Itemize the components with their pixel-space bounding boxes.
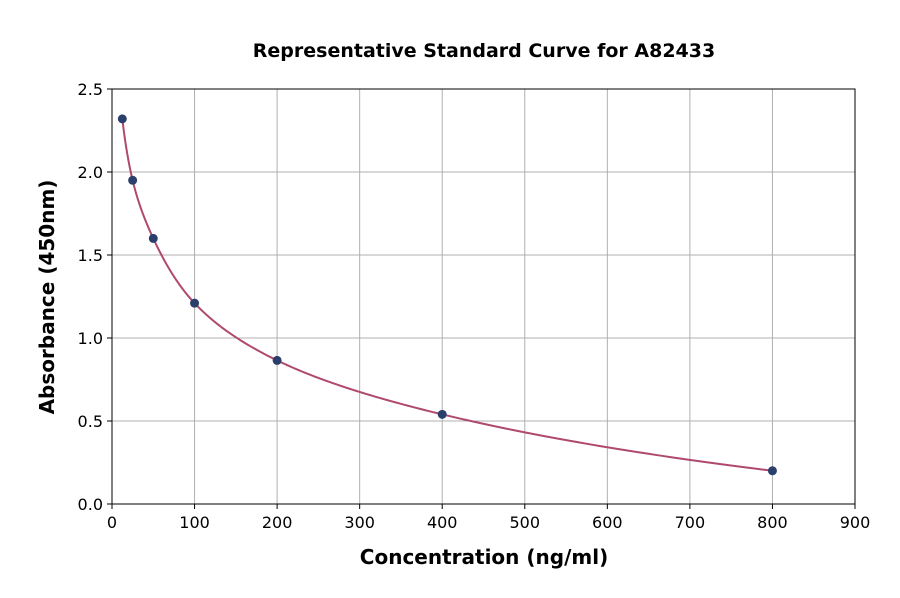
x-tick-label: 800 [757, 513, 788, 532]
grid [111, 88, 856, 505]
data-point [148, 233, 158, 243]
data-point [272, 355, 282, 365]
x-tick-label: 700 [675, 513, 706, 532]
y-tick-label: 0.0 [78, 495, 103, 514]
x-tick-label: 100 [179, 513, 210, 532]
x-tick-label: 600 [592, 513, 623, 532]
y-tick-label: 0.5 [78, 412, 103, 431]
y-axis: 0.0 0.5 1.0 1.5 2.0 2.5 [78, 80, 112, 514]
y-tick-label: 2.5 [78, 80, 103, 99]
x-tick-label: 0 [107, 513, 117, 532]
data-point [767, 466, 777, 476]
x-tick-label: 500 [510, 513, 541, 532]
y-tick-label: 2.0 [78, 163, 103, 182]
data-point [117, 114, 127, 124]
data-points [117, 114, 777, 476]
y-tick-label: 1.0 [78, 329, 103, 348]
x-axis-label: Concentration (ng/ml) [360, 545, 608, 569]
x-tick-label: 300 [344, 513, 375, 532]
y-axis-label: Absorbance (450nm) [35, 180, 59, 415]
x-axis: 0 100 200 300 400 500 600 700 800 900 [107, 504, 870, 532]
data-point [190, 298, 200, 308]
x-tick-label: 400 [427, 513, 458, 532]
data-point [128, 175, 138, 185]
y-tick-label: 1.5 [78, 246, 103, 265]
chart-title: Representative Standard Curve for A82433 [253, 40, 715, 62]
x-tick-label: 900 [840, 513, 871, 532]
data-point [437, 409, 447, 419]
plot-frame [111, 88, 856, 505]
x-tick-label: 200 [262, 513, 293, 532]
